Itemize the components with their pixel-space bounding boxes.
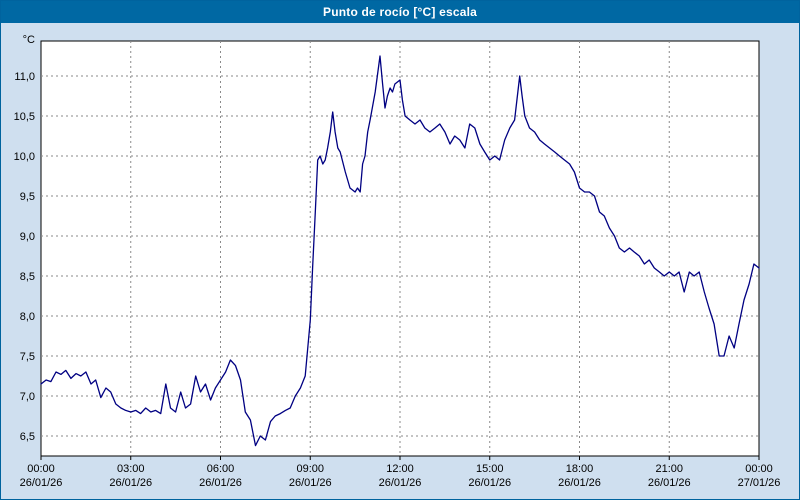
y-axis-labels: 6,5 7,0 7,5 8,0 8,5 9,0 9,5 10,0 10,5 11,0	[14, 71, 35, 443]
x-tick-time-label: 12:00	[386, 463, 414, 475]
dewpoint-series-line	[40, 55, 760, 447]
y-tick-label: 9,0	[20, 231, 35, 243]
x-tick-date-label: 26/01/26	[468, 477, 511, 489]
plot-area	[40, 40, 760, 457]
x-axis-ticks	[40, 456, 760, 460]
chart-area: 6,5 7,0 7,5 8,0 8,5 9,0 9,5 10,0 10,5 11,0 °C 00:00…	[1, 23, 799, 499]
y-tick-label: 11,0	[14, 71, 35, 83]
y-tick-label: 10,5	[14, 111, 35, 123]
x-tick-time-label: 03:00	[117, 463, 145, 475]
x-tick-date-label: 26/01/26	[648, 477, 691, 489]
x-tick-date-label: 26/01/26	[199, 477, 242, 489]
x-tick-date-label: 26/01/26	[558, 477, 601, 489]
y-tick-label: 8,5	[20, 271, 35, 283]
y-axis-unit-label: °C	[23, 34, 35, 46]
x-tick-time-label: 06:00	[207, 463, 235, 475]
y-tick-label: 6,5	[20, 431, 35, 443]
x-tick-date-label: 26/01/26	[109, 477, 152, 489]
x-tick-date-label: 26/01/26	[289, 477, 332, 489]
y-tick-label: 10,0	[14, 151, 35, 163]
x-tick-date-label: 27/01/26	[738, 477, 781, 489]
x-tick-time-label: 21:00	[655, 463, 683, 475]
x-tick-time-label: 15:00	[476, 463, 504, 475]
x-axis-labels: 00:00 26/01/26 03:00 26/01/26 06:00 26/01/26 0…	[20, 463, 781, 489]
title-bar: Punto de rocío [°C] escala	[1, 1, 799, 23]
y-tick-label: 8,0	[20, 311, 35, 323]
x-tick-time-label: 00:00	[27, 463, 55, 475]
x-tick-time-label: 09:00	[296, 463, 324, 475]
y-tick-label: 7,5	[20, 351, 35, 363]
dewpoint-line-chart: 6,5 7,0 7,5 8,0 8,5 9,0 9,5 10,0 10,5 11,0 °C 00:00…	[14, 34, 781, 489]
gridlines	[41, 41, 759, 456]
y-tick-label: 7,0	[20, 391, 35, 403]
x-tick-date-label: 26/01/26	[379, 477, 422, 489]
x-tick-time-label: 00:00	[745, 463, 773, 475]
x-tick-time-label: 18:00	[566, 463, 594, 475]
x-tick-date-label: 26/01/26	[20, 477, 63, 489]
chart-title: Punto de rocío [°C] escala	[322, 5, 478, 19]
y-tick-label: 9,5	[20, 191, 35, 203]
